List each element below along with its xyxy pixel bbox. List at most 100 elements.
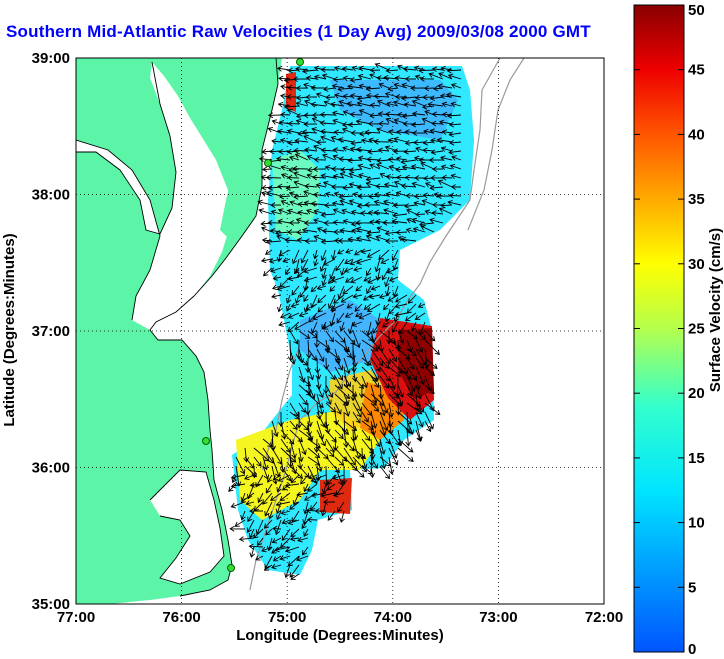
velocity-arrow bbox=[440, 65, 453, 72]
velocity-arrow bbox=[450, 101, 462, 108]
velocity-arrow bbox=[352, 393, 363, 413]
velocity-arrow bbox=[296, 229, 309, 236]
velocity-arrow bbox=[287, 321, 300, 333]
velocity-arrow bbox=[406, 303, 417, 314]
velocity-arrow bbox=[377, 99, 390, 107]
velocity-arrow bbox=[344, 258, 354, 265]
velocity-arrow bbox=[341, 127, 354, 134]
velocity-arrow bbox=[290, 474, 300, 484]
velocity-arrow bbox=[341, 465, 348, 485]
velocity-arrow bbox=[424, 402, 441, 416]
velocity-arrow bbox=[297, 130, 309, 137]
velocity-arrow bbox=[424, 339, 440, 356]
velocity-arrow bbox=[307, 447, 321, 459]
velocity-arrow bbox=[400, 95, 417, 102]
velocity-arrow bbox=[298, 402, 306, 413]
velocity-arrow bbox=[379, 465, 391, 480]
velocity-arrow bbox=[366, 267, 372, 277]
velocity-arrow bbox=[257, 492, 264, 504]
velocity-arrow bbox=[315, 182, 327, 189]
velocity-arrow bbox=[376, 75, 390, 81]
velocity-arrow bbox=[319, 111, 336, 118]
velocity-arrow bbox=[325, 429, 337, 443]
velocity-arrow bbox=[413, 200, 426, 207]
velocity-arrow bbox=[291, 249, 300, 265]
velocity-arrow bbox=[363, 294, 372, 301]
velocity-arrow bbox=[393, 100, 408, 107]
velocity-arrow bbox=[438, 119, 453, 126]
velocity-arrow bbox=[313, 218, 327, 224]
velocity-arrow bbox=[360, 210, 372, 217]
velocity-arrow bbox=[430, 175, 444, 181]
velocity-arrow bbox=[366, 321, 372, 337]
velocity-arrow bbox=[298, 438, 307, 456]
velocity-arrow bbox=[271, 138, 282, 145]
velocity-arrow bbox=[341, 208, 354, 215]
velocity-arrow bbox=[308, 474, 318, 480]
velocity-arrow bbox=[369, 112, 381, 119]
velocity-arrow bbox=[440, 202, 453, 209]
velocity-arrow bbox=[279, 492, 291, 502]
velocity-arrow bbox=[270, 202, 282, 208]
velocity-arrow bbox=[256, 537, 264, 546]
velocity-arrow bbox=[352, 411, 361, 424]
velocity-arrow bbox=[267, 112, 282, 119]
velocity-arrow bbox=[301, 129, 318, 136]
velocity-arrow bbox=[388, 164, 399, 171]
velocity-arrow bbox=[359, 131, 372, 137]
velocity-arrow bbox=[296, 555, 309, 562]
velocity-arrow bbox=[276, 510, 282, 521]
velocity-arrow bbox=[333, 65, 345, 72]
velocity-arrow bbox=[245, 500, 255, 506]
velocity-arrow bbox=[313, 74, 327, 81]
velocity-arrow bbox=[271, 563, 282, 570]
velocity-arrow bbox=[397, 384, 405, 398]
velocity-arrow bbox=[379, 393, 389, 414]
velocity-arrow bbox=[238, 536, 255, 542]
land-areas bbox=[76, 58, 282, 604]
velocity-arrow bbox=[406, 330, 418, 340]
velocity-arrow bbox=[355, 312, 363, 318]
velocity-arrow bbox=[234, 519, 246, 527]
velocity-arrow bbox=[297, 209, 309, 216]
velocity-arrow bbox=[280, 111, 291, 118]
velocity-arrow bbox=[415, 211, 426, 218]
velocity-arrow bbox=[370, 456, 378, 469]
velocity-region-darkred bbox=[398, 328, 434, 400]
velocity-arrow bbox=[384, 276, 390, 288]
velocity-arrow bbox=[367, 148, 381, 155]
velocity-arrow bbox=[332, 474, 345, 481]
velocity-arrow bbox=[343, 375, 351, 388]
velocity-arrow bbox=[384, 230, 399, 237]
velocity-arrow bbox=[410, 164, 426, 170]
velocity-arrow bbox=[382, 219, 399, 226]
velocity-arrow bbox=[424, 411, 434, 430]
velocity-arrow bbox=[293, 171, 309, 179]
velocity-arrow bbox=[287, 312, 300, 319]
velocity-arrow bbox=[320, 249, 327, 262]
velocity-arrow bbox=[293, 193, 309, 200]
velocity-arrow bbox=[271, 465, 278, 485]
velocity-arrow bbox=[348, 167, 363, 174]
velocity-arrow bbox=[316, 456, 323, 473]
velocity-arrow bbox=[300, 249, 309, 264]
velocity-arrow bbox=[303, 220, 318, 226]
velocity-arrow bbox=[370, 411, 378, 429]
velocity-arrow bbox=[303, 501, 309, 515]
radar-station bbox=[227, 564, 235, 572]
velocity-arrow bbox=[326, 483, 336, 491]
colorbar-tick-label: 15 bbox=[688, 450, 705, 467]
velocity-arrow bbox=[354, 303, 363, 312]
velocity-arrow bbox=[415, 366, 425, 386]
velocity-arrow bbox=[331, 83, 345, 90]
velocity-arrow bbox=[365, 85, 381, 92]
velocity-arrow bbox=[332, 208, 345, 215]
velocity-arrow bbox=[321, 276, 327, 287]
velocity-arrow bbox=[404, 174, 417, 181]
velocity-arrow bbox=[342, 93, 354, 100]
velocity-arrow bbox=[334, 375, 343, 390]
shelf-contour-inner bbox=[467, 58, 525, 231]
velocity-arrow bbox=[376, 127, 390, 134]
velocity-arrow bbox=[313, 156, 327, 163]
velocity-arrow bbox=[414, 193, 426, 200]
